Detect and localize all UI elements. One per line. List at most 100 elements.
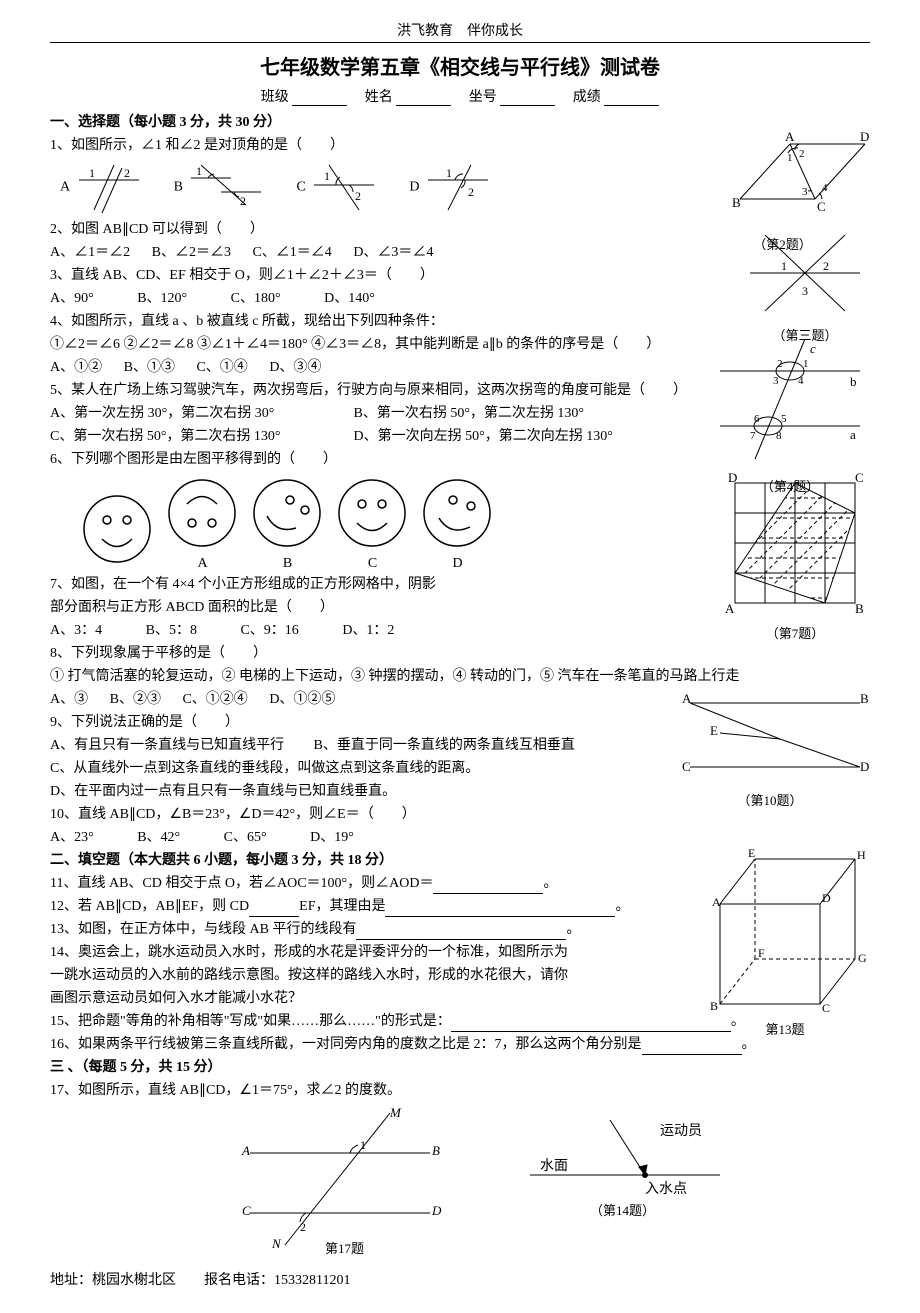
f2-label-c: C [817,199,826,214]
q4-opt-b: B、①③ [124,357,175,378]
class-blank[interactable] [292,91,347,106]
f10-a: A [682,691,692,706]
q8-opt-c: C、①②④ [182,689,247,710]
q6-face-c: C [335,476,410,572]
f4-a: a [850,427,856,442]
f2-label-d: D [860,129,869,144]
q7-opt-a: A、3：4 [50,620,102,641]
q1a-n1: 1 [89,166,95,180]
q11-stem: 11、直线 AB、CD 相交于点 O，若∠AOC＝100°，则∠AOD＝ [50,876,433,891]
q7-opt-c: C、9：16 [240,620,298,641]
f10-e: E [710,723,718,738]
f3-n1: 1 [781,259,787,273]
q1-opt-a-label: A [60,180,70,195]
q1d-n1: 1 [446,166,452,180]
fig-q10-caption: （第10题） [670,790,870,809]
q15-stem: 15、把命题"等角的补角相等"写成"如果……那么……"的形式是： [50,1014,451,1029]
q2-opt-c: C、∠1＝∠4 [252,242,331,263]
seat-blank[interactable] [500,91,555,106]
score-label: 成绩 [573,90,601,105]
page-header: 洪飞教育 伴你成长 [50,20,870,43]
q8-opt-a: A、③ [50,689,88,710]
q17-n: N [271,1236,282,1251]
q5-opt-c: C、第一次右拐 50°，第二次右拐 130° [50,426,350,447]
q1-opt-a: A 1 2 [60,160,144,215]
q1-opt-c-label: C [296,180,305,195]
q12-stem-c: 。 [615,899,629,914]
figure-q10: A B C D E （第10题） [670,685,870,809]
class-label: 班级 [261,90,289,105]
q15-blank[interactable] [451,1017,731,1032]
f2-label-a: A [785,129,795,144]
q2-opt-b: B、∠2＝∠3 [152,242,231,263]
f4-n8: 8 [776,430,782,442]
f4-n4: 4 [798,375,804,387]
f13-h: H [857,848,866,862]
q6-face-ref [80,492,155,572]
name-label: 姓名 [365,90,393,105]
fig-q13-caption: 第13题 [700,1019,870,1038]
q8-opt-b: B、②③ [110,689,161,710]
q8a-text: 8、下列现象属于平移的是（ ） [50,643,870,664]
q10-opt-c: C、65° [224,827,267,848]
q10-opt-a: A、23° [50,827,94,848]
q13-stem: 13、如图，在正方体中，与线段 AB 平行的线段有 [50,922,356,937]
q4a-text: 4、如图所示，直线 a 、b 被直线 c 所截，现给出下列四种条件： [50,311,870,332]
q12-blank2[interactable] [385,902,615,917]
score-blank[interactable] [604,91,659,106]
q5-opt-d: D、第一次向左拐 50°，第二次向左拐 130° [354,429,613,444]
q16-blank[interactable] [642,1040,742,1055]
page-footer: 地址：桃园水榭北区 报名电话：15332811201 [50,1270,870,1291]
q1-opt-d-label: D [409,180,419,195]
f4-n7: 7 [750,430,756,442]
f2-label-b: B [732,195,741,210]
q14-point: 入水点 [645,1181,687,1197]
q5-opt-a: A、第一次左拐 30°，第二次右拐 30° [50,403,350,424]
name-blank[interactable] [396,91,451,106]
f13-d: D [822,891,831,905]
q3-opt-d: D、140° [324,288,375,309]
q4-opt-d: D、③④ [269,357,321,378]
q12-stem-a: 12、若 AB∥CD，AB∥EF，则 CD [50,899,249,914]
q6-face-d-label: D [420,556,495,572]
f10-c: C [682,759,691,774]
q3-opt-a: A、90° [50,288,94,309]
q3-opt-b: B、120° [137,288,187,309]
f13-a: A [712,895,721,909]
q17-a: A [241,1143,250,1158]
q6-face-b: B [250,476,325,572]
f13-f: F [758,946,765,960]
q17-2: 2 [300,1220,306,1234]
f7-b: B [855,601,864,616]
q17-c: C [242,1203,251,1218]
f2-n3: 3 [802,186,808,198]
figure-q17: M A B C D N 1 2 第17题 [230,1105,460,1260]
q3-opt-c: C、180° [231,288,281,309]
q17-1: 1 [360,1138,366,1152]
q6-face-d: D [420,476,495,572]
f4-n6: 6 [754,413,760,425]
q7-opt-d: D、1：2 [342,620,394,641]
q16-stem: 16、如果两条平行线被第三条直线所截，一对同旁内角的度数之比是 2：7，那么这两… [50,1037,642,1052]
q2-opt-a: A、∠1＝∠2 [50,242,130,263]
figure-q13: A B C D E F G H 第13题 [700,844,870,1038]
f10-d: D [860,759,869,774]
q6-face-a: A [165,476,240,572]
f2-n2: 2 [799,148,805,160]
q12-blank1[interactable] [249,902,299,917]
f4-b: b [850,374,857,389]
q5-opt-b: B、第一次右拐 50°，第二次左拐 130° [354,406,585,421]
q6-face-c-label: C [335,556,410,572]
f4-c: c [810,341,816,356]
fig-q7-caption: （第7题） [720,623,870,642]
q1-opt-c: C 1 2 [296,160,379,215]
q13-blank[interactable] [356,925,566,940]
q10-opt-b: B、42° [137,827,180,848]
fig-q14-caption: （第14题） [590,1203,655,1218]
q11-blank[interactable] [433,879,543,894]
q17-m: M [389,1105,402,1120]
q1b-n2: 2 [240,194,246,208]
f10-b: B [860,691,869,706]
q7-opt-b: B、5：8 [146,620,197,641]
f3-n3: 3 [802,284,808,298]
